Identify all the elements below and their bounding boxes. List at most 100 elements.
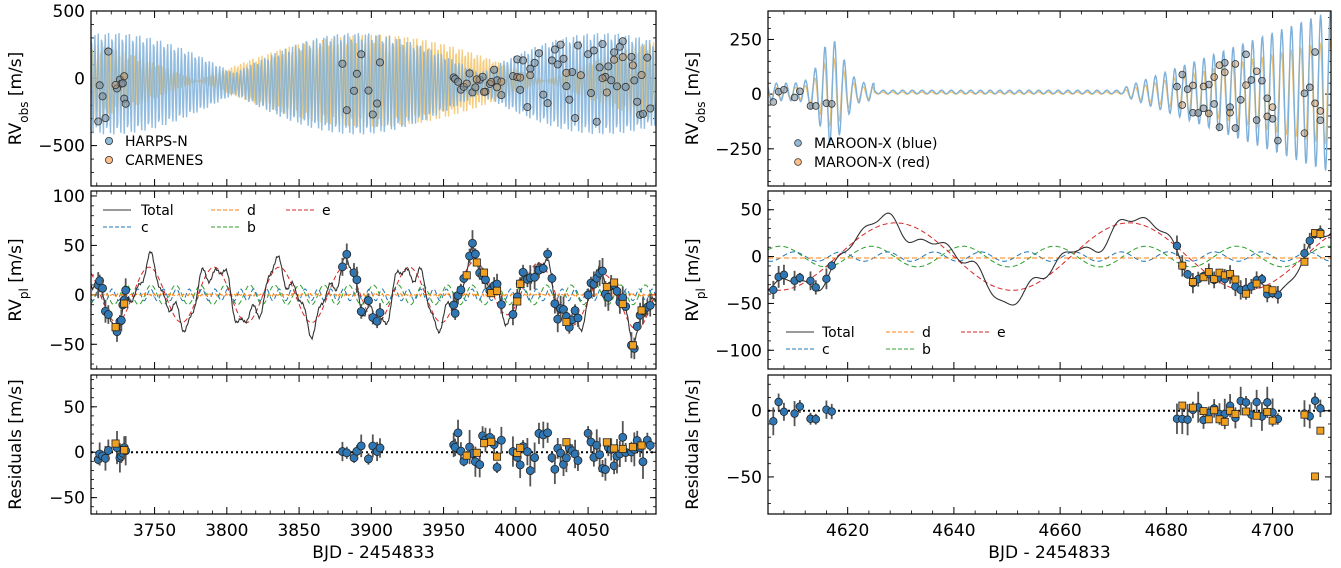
harpsn-point [530,272,540,282]
harpsn-point [645,440,655,450]
maroon-blue-point [1300,249,1309,258]
harpsn-point [525,466,535,476]
maroon-red-point [1268,416,1277,425]
maroon-blue-point [1210,100,1218,108]
y-tick-label: −50 [49,489,85,509]
y-tick-label: 50 [63,398,85,418]
harpsn-point [630,76,639,85]
carmenes-point [462,79,471,88]
model-planet-b [768,245,1331,268]
carmenes-point [111,323,120,332]
maroon-blue-point [1311,48,1319,56]
maroon-blue-point [812,102,820,110]
harpsn-point [118,79,127,88]
maroon-blue-point [779,270,789,280]
y-tick-label: 50 [740,201,762,221]
harpsn-point [356,441,366,451]
harpsn-point [338,262,347,272]
harpsn-point [539,90,548,99]
harpsn-point [618,37,627,46]
harpsn-point [638,457,648,467]
harpsn-point [550,299,560,309]
harpsn-point [598,266,607,276]
harpsn-point [601,465,610,474]
harpsn-point [478,72,487,81]
harpsn-point [526,64,535,73]
carmenes-point [513,73,522,82]
y-tick-label: 500 [53,2,85,22]
harpsn-point [562,82,571,91]
harpsn-point [592,117,601,126]
plot-area [768,11,1331,171]
carmenes-point [120,446,129,455]
x-axis-label: BJD - 2454833 [988,543,1110,563]
harpsn-point [364,86,373,95]
maroon-blue-point [1231,124,1240,132]
maroon-blue-point [796,87,804,96]
carmenes-point [493,452,502,461]
harpsn-point [562,453,571,463]
carmenes-point [480,268,489,277]
legend-label: c [141,220,149,236]
carmenes-point [602,88,611,97]
y-tick-label: −250 [715,140,762,160]
harpsn-point [534,49,543,58]
harpsn-point [595,63,604,72]
y-tick-label: 0 [74,286,85,306]
model-planet-c [91,288,656,302]
carmenes-point [610,55,619,64]
maroon-blue-point [1242,50,1250,59]
plot-frame [90,374,657,515]
x-axis-label: BJD - 2454833 [312,543,434,563]
harpsn-point [349,86,358,95]
carmenes-point [487,437,496,446]
plot-area [768,212,1331,306]
legend-marker [794,139,802,147]
y-axis-label: RVpl [m/s] [683,238,708,321]
maroon-blue-point [1274,136,1282,145]
plot-area [91,32,656,135]
plot-frame [90,190,657,370]
maroon-red-point [1210,275,1219,283]
legend-label: Total [821,325,855,341]
harpsn-point [376,58,385,67]
harpsn-point [598,40,607,49]
harpsn-point [610,48,619,57]
carmenes-point [610,444,619,453]
maroon-red-point [1252,67,1261,76]
carmenes-point [637,71,646,80]
panel-ml: 100 50 0 −50 RVpl [m/s] Total d e c b [6,187,656,369]
carmenes-point [562,68,571,77]
legend-label: c [822,342,830,358]
maroon-blue-point [827,407,836,416]
carmenes-point [472,448,481,457]
maroon-blue-point [1173,82,1181,91]
x-tick-label: 4660 [1038,521,1081,541]
y-tick-label: 0 [74,443,85,463]
harpsn-point [530,453,540,463]
harpsn-point [571,114,580,123]
maroon-red-point [1242,81,1250,89]
legend-label: MAROON-X (blue) [814,136,937,152]
x-tick-label: 4000 [494,521,537,541]
legend-marker [794,158,802,166]
y-tick-label: 100 [53,187,85,207]
carmenes-point [462,271,471,280]
legend-marker [105,136,114,145]
harpsn-point [95,81,104,90]
carmenes-point [480,439,489,448]
harpsn-point [547,274,557,283]
plot-area [91,230,656,360]
maroon-blue-point [1305,83,1314,92]
harpsn-point [607,76,616,85]
harpsn-point [519,56,528,65]
carmenes-point [497,77,506,86]
x-tick-label: 4680 [1145,521,1188,541]
harpsn-point [518,267,528,277]
x-tick-label: 3900 [350,521,393,541]
harpsn-point [104,47,113,56]
plot-area [768,386,1331,481]
maroon-blue-point [769,417,778,426]
maroon-red-point [1220,68,1229,77]
